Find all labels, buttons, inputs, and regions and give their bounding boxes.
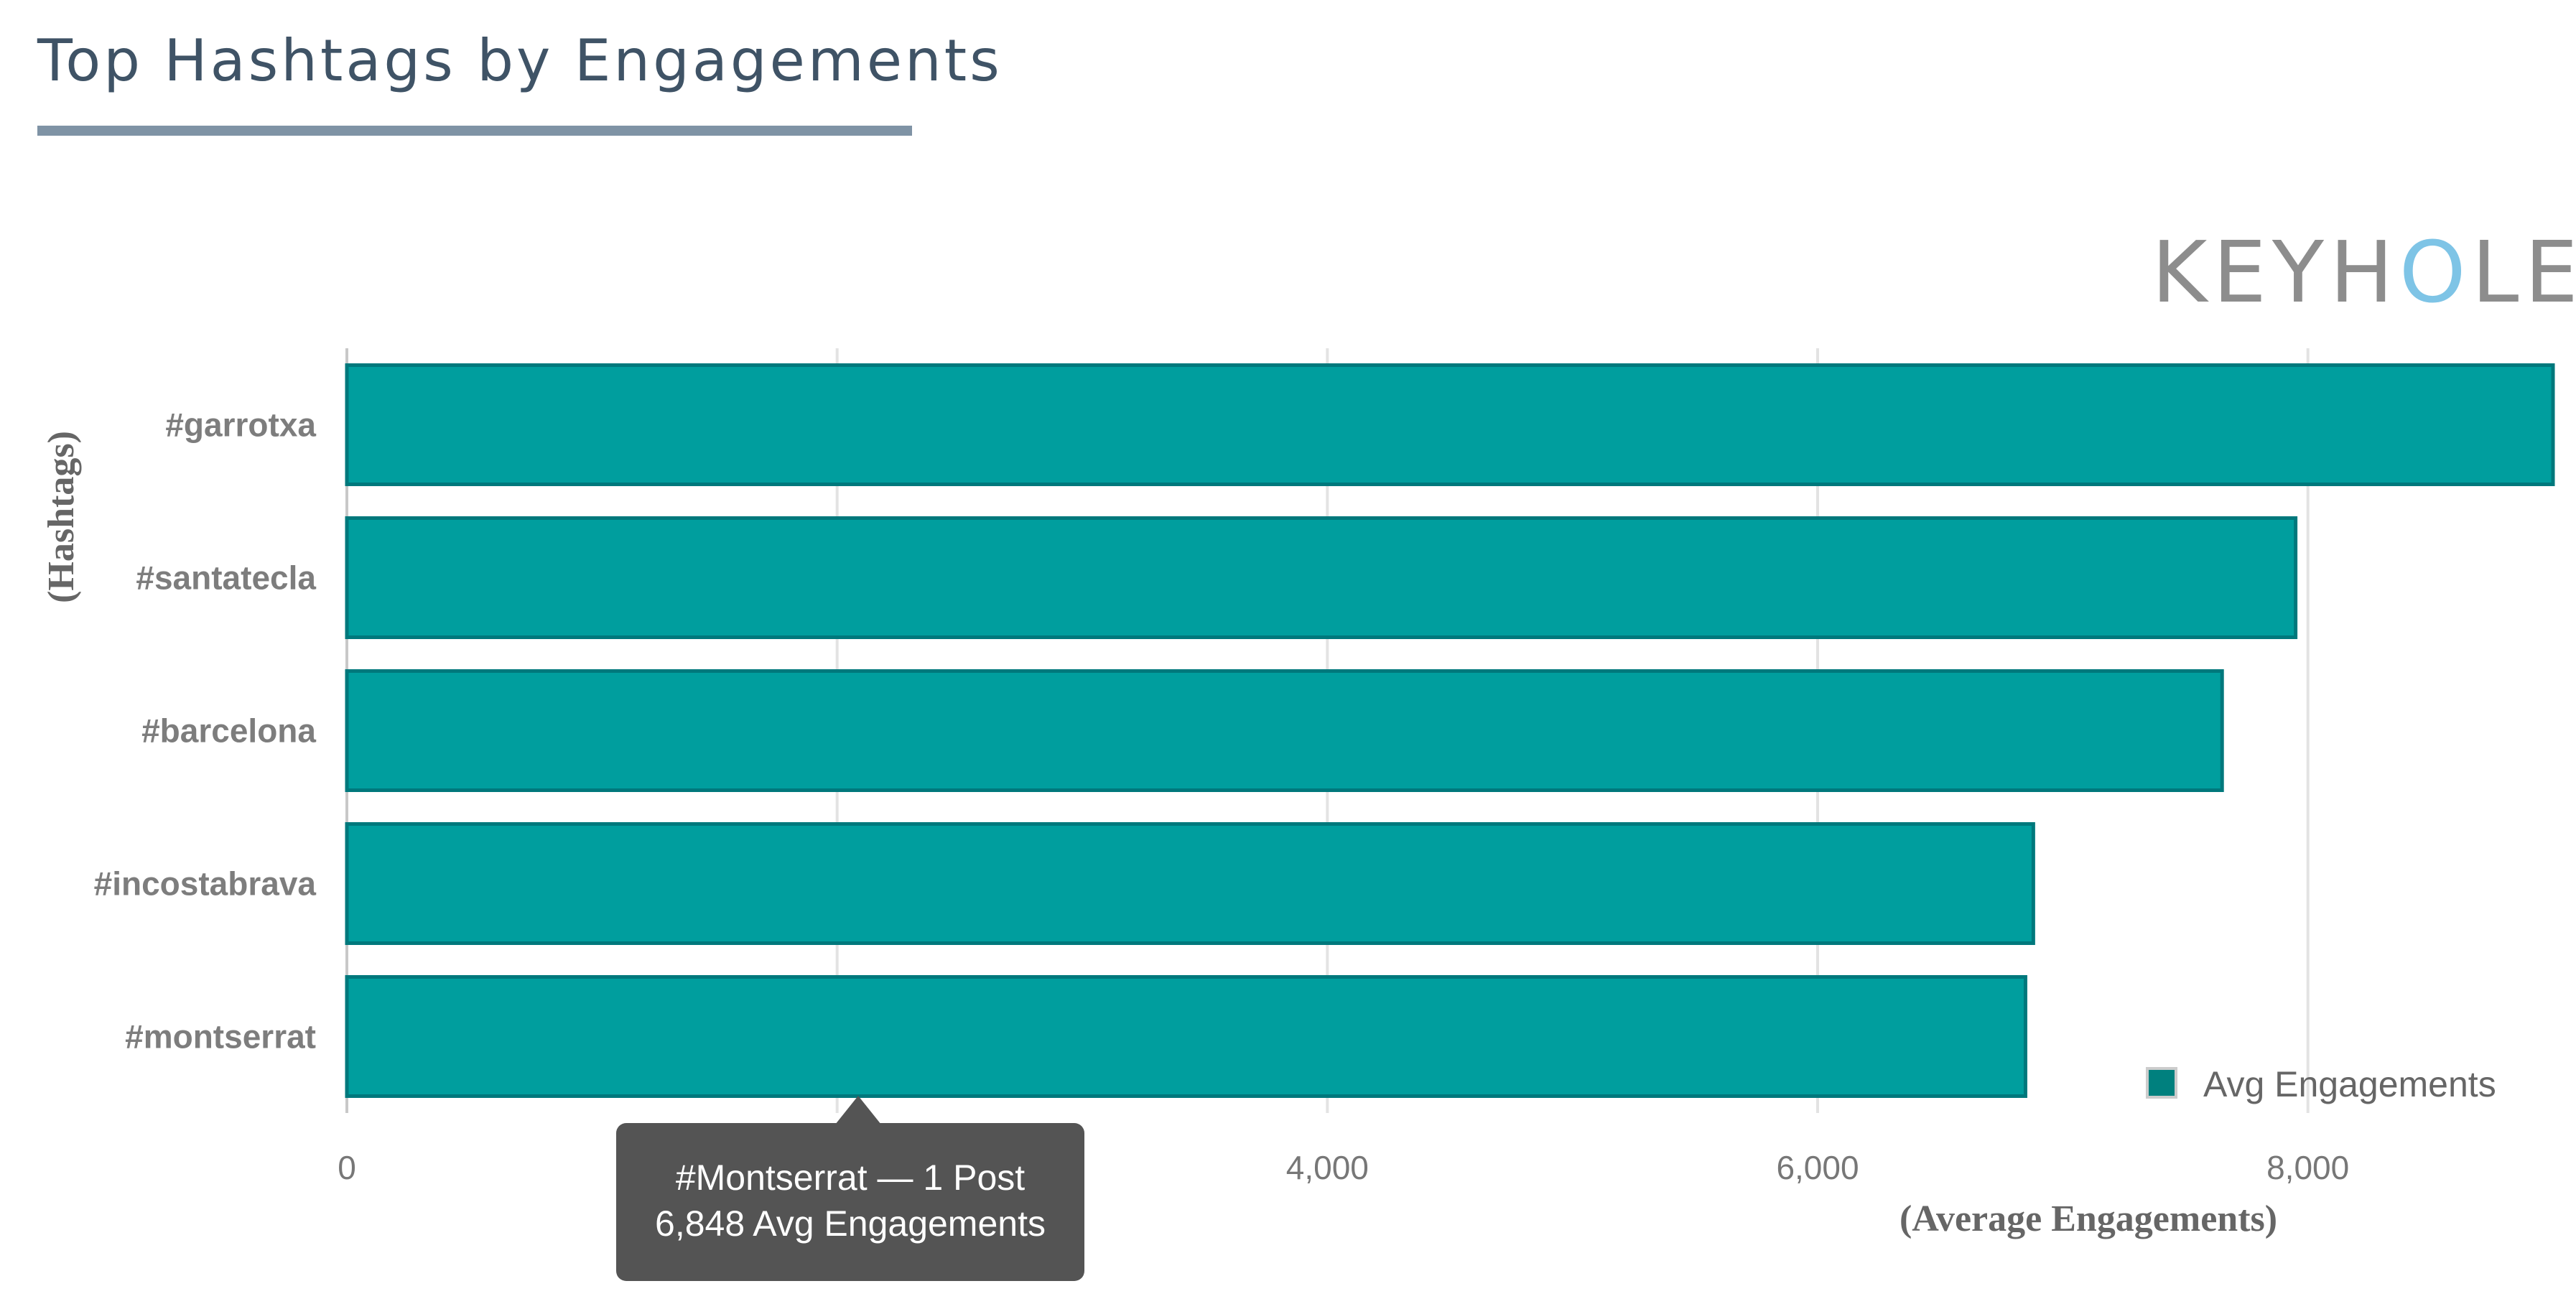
bar[interactable] bbox=[345, 975, 2027, 1098]
x-axis-title: (Average Engagements) bbox=[1900, 1198, 2277, 1239]
tooltip: #Montserrat — 1 Post 6,848 Avg Engagemen… bbox=[616, 1123, 1084, 1281]
category-labels: #garrotxa #santatecla #barcelona #incostabr… bbox=[94, 406, 317, 1056]
tooltip-arrow bbox=[835, 1096, 881, 1124]
bars bbox=[345, 363, 2555, 1098]
legend-swatch bbox=[2146, 1067, 2177, 1099]
category-label: #garrotxa bbox=[165, 406, 316, 444]
category-label: #barcelona bbox=[141, 712, 316, 750]
bar[interactable] bbox=[345, 363, 2555, 486]
bar[interactable] bbox=[345, 822, 2035, 945]
category-label: #santatecla bbox=[136, 559, 316, 597]
bar[interactable] bbox=[345, 516, 2298, 639]
bar[interactable] bbox=[345, 669, 2224, 792]
category-label: #incostabrava bbox=[94, 865, 317, 903]
tooltip-title: #Montserrat — 1 Post bbox=[675, 1158, 1026, 1198]
legend-label: Avg Engagements bbox=[2203, 1064, 2496, 1104]
category-label: #montserrat bbox=[125, 1018, 316, 1056]
chart-title: Top Hashtags by Engagements bbox=[37, 27, 1003, 94]
legend: Avg Engagements bbox=[2146, 1064, 2496, 1104]
x-tick-label: 6,000 bbox=[1776, 1149, 1859, 1186]
tooltip-value: 6,848 Avg Engagements bbox=[655, 1203, 1046, 1244]
x-tick-label: 0 bbox=[338, 1149, 356, 1186]
x-tick-label: 8,000 bbox=[2266, 1149, 2349, 1186]
keyhole-logo: KEYHOLE bbox=[2152, 223, 2576, 322]
title-underline bbox=[37, 126, 912, 136]
y-axis-title: (Hashtags) bbox=[41, 431, 82, 603]
x-tick-label: 4,000 bbox=[1286, 1149, 1369, 1186]
